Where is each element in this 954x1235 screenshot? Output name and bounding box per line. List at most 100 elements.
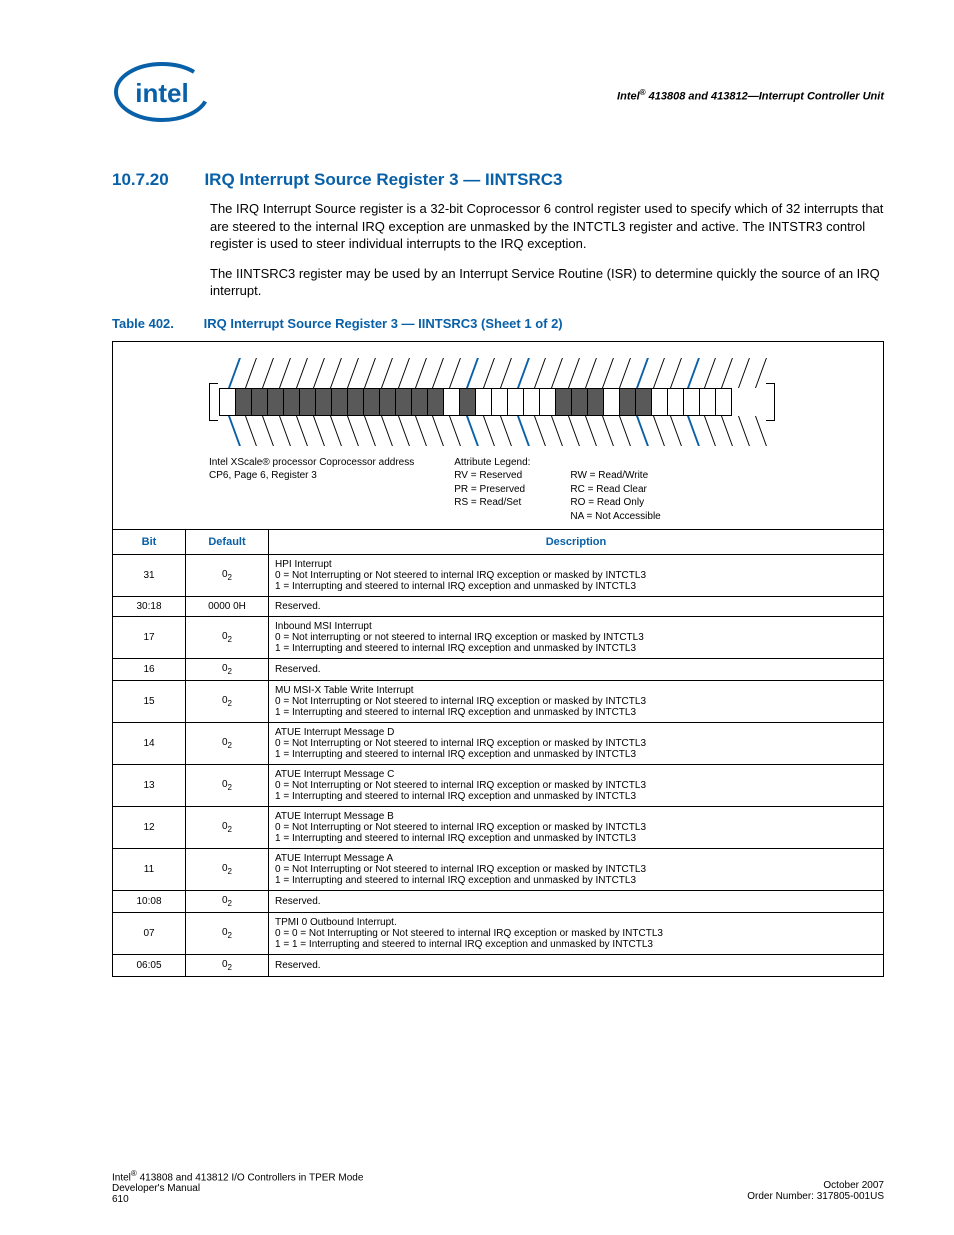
bit-value: 11 (113, 849, 186, 891)
bit-cell-19 (411, 388, 428, 416)
bit-cell-14 (491, 388, 508, 416)
bit-value: 15 (113, 681, 186, 723)
table-row: 1702Inbound MSI Interrupt 0 = Not interr… (113, 617, 884, 659)
bit-value: 16 (113, 659, 186, 681)
bit-cell-28 (267, 388, 284, 416)
description-value: Inbound MSI Interrupt 0 = Not interrupti… (269, 617, 884, 659)
attribute-legend-2: RW = Read/Write RC = Read Clear RO = Rea… (570, 456, 660, 524)
bit-cell-17 (443, 388, 460, 416)
description-value: MU MSI-X Table Write Interrupt 0 = Not I… (269, 681, 884, 723)
bit-value: 07 (113, 913, 186, 955)
bit-value: 10:08 (113, 891, 186, 913)
bit-value: 13 (113, 765, 186, 807)
section-number: 10.7.20 (112, 170, 200, 190)
bit-cell-27 (283, 388, 300, 416)
bit-value: 30:18 (113, 597, 186, 617)
bit-cell-0 (715, 388, 732, 416)
bit-cell-18 (427, 388, 444, 416)
table-title: IRQ Interrupt Source Register 3 — IINTSR… (204, 316, 563, 331)
bit-cell-21 (379, 388, 396, 416)
svg-text:intel: intel (135, 78, 188, 108)
table-row: 1102ATUE Interrupt Message A 0 = Not Int… (113, 849, 884, 891)
default-value: 02 (186, 723, 269, 765)
description-value: Reserved. (269, 659, 884, 681)
default-value: 02 (186, 617, 269, 659)
coproc-address: Intel XScale® processor Coprocessor addr… (209, 456, 414, 524)
bit-cell-15 (475, 388, 492, 416)
table-row: 30:180000 0HReserved. (113, 597, 884, 617)
bit-cell-12 (523, 388, 540, 416)
bit-cell-26 (299, 388, 316, 416)
default-value: 02 (186, 681, 269, 723)
description-value: HPI Interrupt 0 = Not Interrupting or No… (269, 555, 884, 597)
table-caption: Table 402. IRQ Interrupt Source Register… (112, 316, 884, 331)
bit-cell-31 (219, 388, 236, 416)
default-value: 0000 0H (186, 597, 269, 617)
default-value: 02 (186, 955, 269, 977)
bit-cell-3 (667, 388, 684, 416)
bit-cell-16 (459, 388, 476, 416)
footer: Intel® 413808 and 413812 I/O Controllers… (112, 1169, 884, 1205)
bit-cell-10 (555, 388, 572, 416)
description-value: ATUE Interrupt Message B 0 = Not Interru… (269, 807, 884, 849)
default-value: 02 (186, 555, 269, 597)
table-row: 10:0802Reserved. (113, 891, 884, 913)
table-row: 1402ATUE Interrupt Message D 0 = Not Int… (113, 723, 884, 765)
table-row: 06:0502Reserved. (113, 955, 884, 977)
bit-cell-1 (699, 388, 716, 416)
attribute-legend-1: Attribute Legend: RV = Reserved PR = Pre… (454, 456, 530, 524)
page: intel Intel® 413808 and 413812—Interrupt… (0, 0, 954, 1235)
bit-cell-8 (587, 388, 604, 416)
section-heading: 10.7.20 IRQ Interrupt Source Register 3 … (112, 170, 884, 190)
footer-left: Intel® 413808 and 413812 I/O Controllers… (112, 1169, 363, 1205)
default-value: 02 (186, 659, 269, 681)
bit-cell-24 (331, 388, 348, 416)
table-row: 3102HPI Interrupt 0 = Not Interrupting o… (113, 555, 884, 597)
table-row: 1502MU MSI-X Table Write Interrupt 0 = N… (113, 681, 884, 723)
default-value: 02 (186, 891, 269, 913)
paragraph-2: The IINTSRC3 register may be used by an … (210, 265, 884, 300)
description-value: Reserved. (269, 891, 884, 913)
table-row: 0702TPMI 0 Outbound Interrupt. 0 = 0 = N… (113, 913, 884, 955)
bit-cell-29 (251, 388, 268, 416)
description-value: ATUE Interrupt Message D 0 = Not Interru… (269, 723, 884, 765)
intel-logo: intel (112, 60, 212, 130)
col-default: Default (186, 530, 269, 555)
bit-value: 12 (113, 807, 186, 849)
register-diagram: Intel XScale® processor Coprocessor addr… (112, 341, 884, 530)
bit-cell-4 (651, 388, 668, 416)
bit-cell-5 (635, 388, 652, 416)
bit-cell-2 (683, 388, 700, 416)
header-doc-title: Intel® 413808 and 413812—Interrupt Contr… (617, 88, 884, 103)
description-value: Reserved. (269, 597, 884, 617)
description-value: ATUE Interrupt Message C 0 = Not Interru… (269, 765, 884, 807)
bit-cell-20 (395, 388, 412, 416)
header: intel Intel® 413808 and 413812—Interrupt… (112, 60, 884, 130)
bit-value: 14 (113, 723, 186, 765)
register-table: Bit Default Description 3102HPI Interrup… (112, 529, 884, 977)
description-value: Reserved. (269, 955, 884, 977)
bit-cell-11 (539, 388, 556, 416)
table-row: 1202ATUE Interrupt Message B 0 = Not Int… (113, 807, 884, 849)
bit-value: 31 (113, 555, 186, 597)
table-number: Table 402. (112, 316, 200, 331)
table-row: 1302ATUE Interrupt Message C 0 = Not Int… (113, 765, 884, 807)
default-value: 02 (186, 765, 269, 807)
bit-cell-7 (603, 388, 620, 416)
bit-cell-9 (571, 388, 588, 416)
bit-cell-22 (363, 388, 380, 416)
description-value: ATUE Interrupt Message A 0 = Not Interru… (269, 849, 884, 891)
default-value: 02 (186, 849, 269, 891)
bit-cell-30 (235, 388, 252, 416)
table-row: 1602Reserved. (113, 659, 884, 681)
col-bit: Bit (113, 530, 186, 555)
bit-cell-13 (507, 388, 524, 416)
section-title: IRQ Interrupt Source Register 3 — IINTSR… (204, 170, 562, 190)
paragraph-1: The IRQ Interrupt Source register is a 3… (210, 200, 884, 253)
bit-cell-23 (347, 388, 364, 416)
bit-value: 17 (113, 617, 186, 659)
description-value: TPMI 0 Outbound Interrupt. 0 = 0 = Not I… (269, 913, 884, 955)
bit-cell-6 (619, 388, 636, 416)
bit-value: 06:05 (113, 955, 186, 977)
bit-cell-25 (315, 388, 332, 416)
